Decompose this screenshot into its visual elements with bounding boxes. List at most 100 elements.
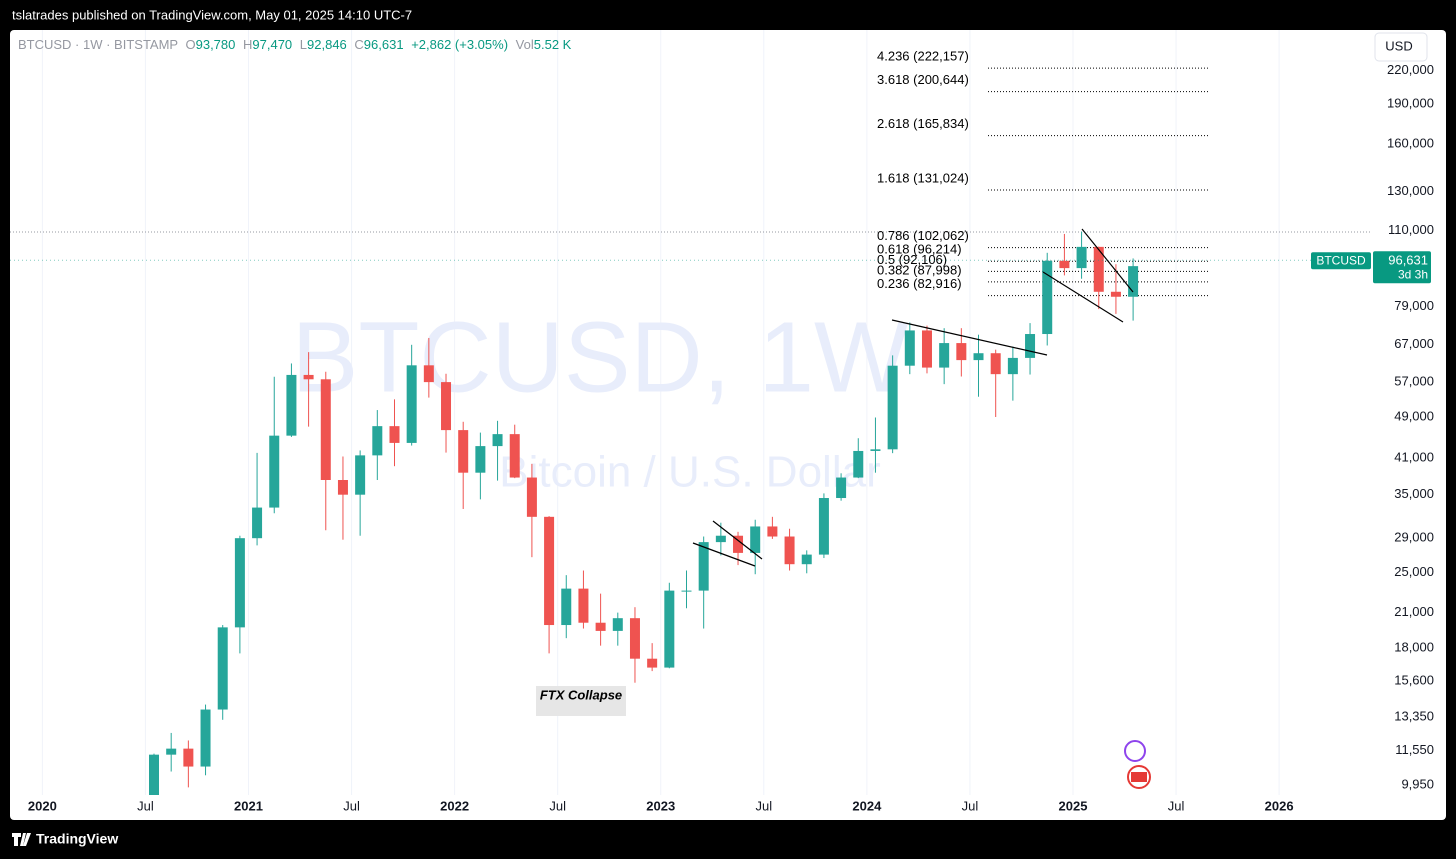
icon[interactable] <box>1124 740 1146 762</box>
annotation: FTX Collapse <box>540 687 622 702</box>
candle-body <box>355 455 366 495</box>
candle-body <box>544 516 555 626</box>
candle-body <box>1128 266 1139 297</box>
candle-body <box>1042 260 1053 335</box>
candle-body <box>939 343 950 368</box>
trendline <box>712 520 763 560</box>
x-tick-label: Jul <box>343 798 360 813</box>
candle-body <box>818 498 829 555</box>
trendline <box>692 542 756 567</box>
candle-body <box>509 434 520 478</box>
candle-body <box>166 748 177 755</box>
publisher-line: tslatrades published on TradingView.com,… <box>12 7 412 22</box>
trendline <box>891 319 1048 356</box>
watermark: BTCUSD, 1W <box>292 301 909 413</box>
candle-body <box>252 507 263 539</box>
price-box <box>1373 251 1431 284</box>
candle-body <box>286 374 297 436</box>
legend-key: C <box>354 37 363 52</box>
candle-body <box>458 430 469 473</box>
candle-body <box>595 622 606 631</box>
candle-body <box>526 477 537 517</box>
chart-area <box>10 30 1446 820</box>
fib-label: 0.786 (102,062) <box>877 228 969 243</box>
candle-body <box>853 450 864 478</box>
fib-label: 0.5 (92,106) <box>877 252 947 267</box>
fib-levels: 4.236 (222,157) 3.618 (200,644) 2.618 (165… <box>877 49 1208 297</box>
candle-body <box>1093 246 1104 292</box>
candle-body <box>784 536 795 565</box>
legend-change: +2,862 (+3.05%) <box>411 37 508 52</box>
legend-value: 97,470 <box>252 37 292 52</box>
candles <box>149 231 1139 795</box>
y-tick-label: 67,000 <box>1394 336 1434 351</box>
x-tick-label: 2020 <box>28 798 57 813</box>
legend-key: Vol <box>516 37 534 52</box>
candle-body <box>733 535 744 553</box>
y-tick-label: 18,000 <box>1394 640 1434 655</box>
legend-key: O <box>185 37 195 52</box>
legend-value: 96,631 <box>364 37 404 52</box>
candle-body <box>647 658 658 668</box>
candle-body <box>767 526 778 537</box>
candle-body <box>681 590 692 592</box>
candle-body <box>149 754 160 795</box>
x-tick-label: 2022 <box>440 798 469 813</box>
candle-body <box>200 709 211 767</box>
candle-body <box>612 618 623 631</box>
legend-key: H <box>243 37 252 52</box>
candle-body <box>337 479 348 495</box>
currency[interactable]: USD <box>1385 38 1412 53</box>
candle-body <box>664 590 675 668</box>
icon-flag <box>1131 772 1147 782</box>
y-tick-label: 220,000 <box>1387 62 1434 77</box>
price-label: 96,631 <box>1388 253 1428 268</box>
x-tick-label: Jul <box>549 798 566 813</box>
trendline <box>1042 271 1124 323</box>
candle-body <box>887 365 898 450</box>
fib-label: 2.618 (165,834) <box>877 116 969 131</box>
fib-label: 4.236 (222,157) <box>877 49 969 64</box>
candle-body <box>217 627 228 710</box>
candle-body <box>801 554 812 565</box>
y-tick-label: 13,350 <box>1394 709 1434 724</box>
y-tick-label: 160,000 <box>1387 135 1434 150</box>
x-tick-label: Jul <box>755 798 772 813</box>
candle-body <box>904 330 915 366</box>
x-tick-label: 2023 <box>646 798 675 813</box>
y-tick-label: 41,000 <box>1394 450 1434 465</box>
watermark-subtitle: Bitcoin / U.S. Dollar <box>499 448 880 497</box>
trendlines <box>692 228 1134 567</box>
candle-body <box>303 374 314 380</box>
candle-body <box>698 542 709 591</box>
candle-body <box>750 526 761 553</box>
brand: TradingView <box>36 831 118 847</box>
candle-body <box>441 382 452 431</box>
x-tick-label: Jul <box>1168 798 1185 813</box>
candle-body <box>973 353 984 361</box>
y-axis: 220,000 190,000 160,000 130,000 110,000 79,00… <box>1387 62 1434 792</box>
candle-body <box>561 588 572 626</box>
brand-logo <box>12 833 31 846</box>
legend-value: 93,780 <box>196 37 236 52</box>
trendline <box>1081 228 1134 293</box>
fib-label: 0.382 (87,998) <box>877 262 962 277</box>
x-tick-label: Jul <box>962 798 979 813</box>
currency-button[interactable] <box>1374 32 1428 62</box>
candle-body <box>269 435 280 508</box>
y-tick-label: 9,950 <box>1401 776 1434 791</box>
y-tick-label: 57,000 <box>1394 374 1434 389</box>
candle-body <box>990 353 1001 375</box>
legend-value: 5.52 K <box>534 37 572 52</box>
candle-body <box>921 330 932 368</box>
y-tick-label: 49,000 <box>1394 408 1434 423</box>
candle-body <box>234 538 245 628</box>
grid <box>41 30 1280 795</box>
candle-body <box>475 446 486 473</box>
candle-body <box>1110 291 1121 297</box>
x-tick-label: Jul <box>137 798 154 813</box>
y-tick-label: 11,550 <box>1395 742 1434 757</box>
